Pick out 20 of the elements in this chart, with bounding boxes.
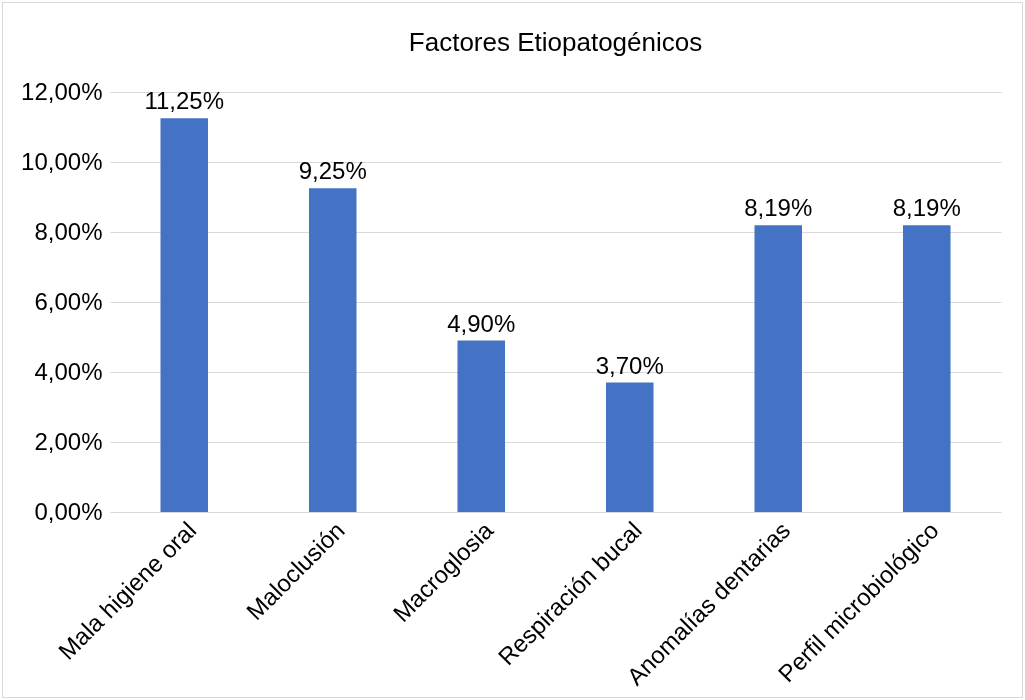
data-label: 8,19% [744, 194, 813, 222]
y-tick-label: 2,00% [34, 427, 103, 455]
chart-title: Factores Etiopatogénicos [408, 27, 703, 57]
bar [457, 340, 506, 512]
y-tick-label: 12,00% [21, 77, 103, 105]
y-tick-label: 6,00% [34, 287, 103, 315]
data-label: 3,70% [595, 351, 664, 379]
y-tick-label: 10,00% [21, 147, 103, 175]
y-tick-label: 0,00% [34, 497, 103, 525]
bar [308, 188, 357, 512]
bar [902, 225, 951, 512]
data-label: 4,90% [447, 309, 516, 337]
data-label: 9,25% [298, 157, 367, 185]
data-label: 11,25% [144, 87, 225, 115]
data-label: 8,19% [892, 194, 961, 222]
bar [160, 118, 209, 512]
y-tick-label: 4,00% [34, 357, 103, 385]
bar [605, 382, 654, 512]
bar [754, 225, 803, 512]
y-tick-label: 8,00% [34, 217, 103, 245]
